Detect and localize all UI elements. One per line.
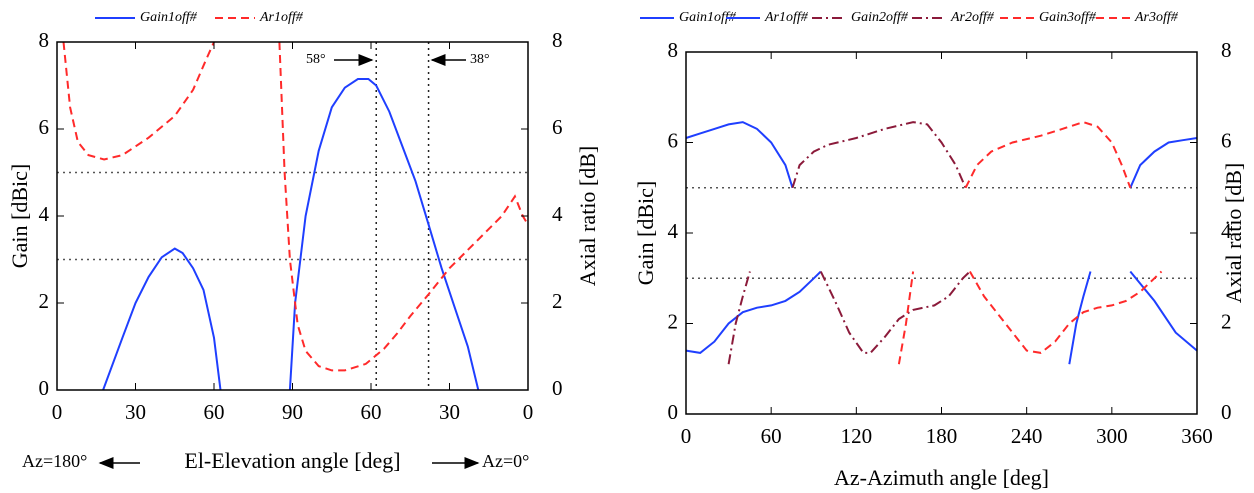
x-tick-label: 60 xyxy=(204,400,225,424)
y2-tick-label: 2 xyxy=(1221,309,1232,333)
y2-tick-label: 6 xyxy=(1221,128,1232,152)
y2-tick-label: 4 xyxy=(552,202,563,226)
legend-label: Ar2off# xyxy=(950,10,995,25)
y2-axis-label: Axial ratio [dB] xyxy=(1221,163,1246,304)
x-tick-label: 60 xyxy=(361,400,382,424)
y-tick-label: 0 xyxy=(668,400,679,424)
y2-tick-label: 2 xyxy=(552,289,563,313)
y2-tick-label: 8 xyxy=(552,28,563,52)
x-tick-label: 300 xyxy=(1096,424,1128,448)
x-tick-label: 30 xyxy=(125,400,146,424)
y-tick-label: 4 xyxy=(39,202,50,226)
x-tick-label: 240 xyxy=(1011,424,1043,448)
x-axis-label: Az-Azimuth angle [deg] xyxy=(834,465,1049,490)
plot-frame xyxy=(685,51,1198,415)
series-line xyxy=(685,270,1198,365)
series-line xyxy=(791,121,967,189)
legend-label: Gain1off# xyxy=(140,10,198,25)
series-line xyxy=(897,270,1163,365)
y2-tick-label: 4 xyxy=(1221,219,1232,243)
y-axis-label: Gain [dBic] xyxy=(7,164,32,268)
x-tick-label: 0 xyxy=(681,424,692,448)
x-tick-label: 0 xyxy=(52,400,63,424)
y-tick-label: 2 xyxy=(668,309,679,333)
series-line xyxy=(685,121,1198,189)
legend-label: Ar1off# xyxy=(764,10,809,25)
x-tick-label: 180 xyxy=(926,424,958,448)
y-tick-label: 6 xyxy=(39,115,50,139)
legend-label: Ar3off# xyxy=(1134,10,1179,25)
y2-tick-label: 8 xyxy=(1221,38,1232,62)
y-tick-label: 8 xyxy=(668,38,679,62)
x-axis-label: El-Elevation angle [deg] xyxy=(184,448,400,473)
legend-label: Gain3off# xyxy=(1039,10,1097,25)
x-tick-label: 0 xyxy=(523,400,534,424)
legend-label: Gain1off# xyxy=(679,10,737,25)
x-tick-label: 120 xyxy=(841,424,873,448)
y-tick-label: 6 xyxy=(668,128,679,152)
series-line xyxy=(964,121,1132,189)
y-tick-label: 8 xyxy=(39,28,50,52)
annotation: Az=0° xyxy=(482,451,529,471)
x-tick-label: 60 xyxy=(761,424,782,448)
annotation: 58° xyxy=(306,52,326,67)
y2-tick-label: 6 xyxy=(552,115,563,139)
x-tick-label: 30 xyxy=(439,400,460,424)
y-axis-label: Gain [dBic] xyxy=(633,181,658,285)
series-line xyxy=(62,41,529,372)
y-tick-label: 0 xyxy=(39,376,50,400)
y2-axis-label: Axial ratio [dB] xyxy=(575,146,600,287)
annotation: Az=180° xyxy=(22,451,87,471)
x-tick-label: 90 xyxy=(282,400,303,424)
series-line xyxy=(102,78,480,391)
y2-tick-label: 0 xyxy=(1221,400,1232,424)
series-line xyxy=(727,270,971,365)
y2-tick-label: 0 xyxy=(552,376,563,400)
annotation: 38° xyxy=(470,52,490,67)
y-tick-label: 2 xyxy=(39,289,50,313)
x-tick-label: 360 xyxy=(1181,424,1213,448)
legend-label: Gain2off# xyxy=(851,10,909,25)
y-tick-label: 4 xyxy=(668,219,679,243)
legend-label: Ar1off# xyxy=(259,10,304,25)
